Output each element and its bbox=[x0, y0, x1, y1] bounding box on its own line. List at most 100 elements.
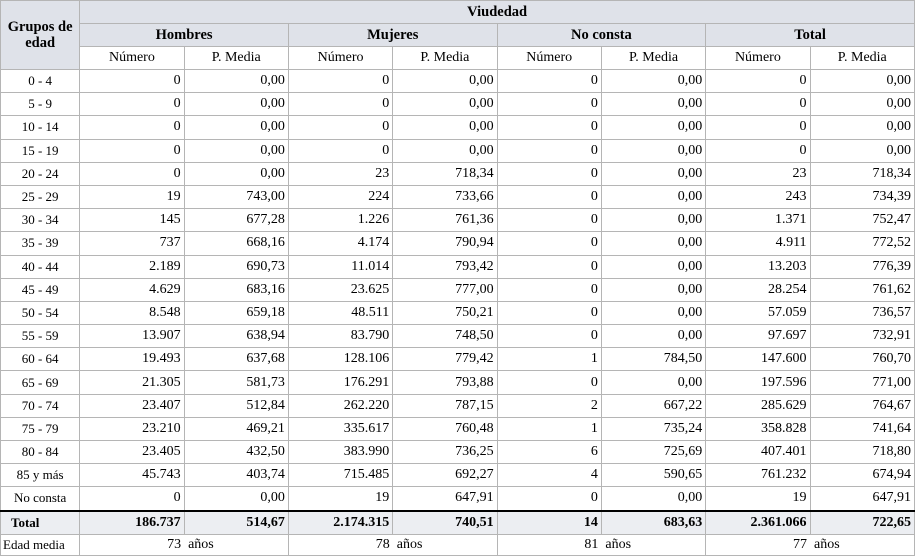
row-label: 10 - 14 bbox=[0, 115, 81, 140]
table-cell: 0,00 bbox=[183, 486, 289, 512]
table-cell: 0 bbox=[496, 300, 602, 326]
table-row: 40 - 44 2.189 690,73 11.014 793,42 0 0,00 13.20… bbox=[0, 254, 915, 279]
row-label: 60 - 64 bbox=[0, 347, 81, 372]
table-cell: 403,74 bbox=[183, 463, 289, 488]
table-row: 80 - 84 23.405 432,50 383.990 736,25 6 725,69 4… bbox=[0, 439, 915, 465]
table-cell: 0 bbox=[496, 208, 602, 233]
table-cell: 8.548 bbox=[79, 300, 185, 326]
table-cell: 335.617 bbox=[287, 416, 394, 442]
table-cell: 28.254 bbox=[705, 277, 811, 302]
row-label: 0 - 4 bbox=[0, 68, 81, 94]
table-cell: 0 bbox=[287, 92, 394, 117]
table-cell: 0,00 bbox=[600, 161, 707, 186]
table-cell: 1 bbox=[496, 347, 602, 372]
table-cell: 4 bbox=[496, 463, 602, 488]
table-cell: 19 bbox=[79, 184, 185, 210]
table-row: 85 y más 45.743 403,74 715.485 692,27 4 590,65… bbox=[0, 463, 915, 488]
table-cell: 718,80 bbox=[809, 439, 915, 465]
table-cell: 358.828 bbox=[705, 416, 811, 442]
table-cell: 0 bbox=[496, 92, 602, 117]
table-row: 75 - 79 23.210 469,21 335.617 760,48 1 735,24 3… bbox=[0, 416, 915, 442]
table-cell: 11.014 bbox=[287, 254, 394, 279]
table-cell: 743,00 bbox=[183, 184, 289, 210]
edad-media-unit: años bbox=[601, 533, 707, 556]
table-cell: 0,00 bbox=[600, 208, 707, 233]
row-label: 70 - 74 bbox=[0, 393, 81, 418]
table-cell: 760,48 bbox=[392, 416, 498, 442]
table-cell: 787,15 bbox=[392, 393, 498, 418]
table-cell: 777,00 bbox=[392, 277, 498, 302]
table-cell: 733,66 bbox=[392, 184, 498, 210]
table-cell: 732,91 bbox=[809, 324, 915, 349]
col-numero: Número bbox=[496, 46, 602, 70]
table-cell: 0,00 bbox=[600, 324, 707, 349]
row-label: 15 - 19 bbox=[0, 138, 81, 163]
table-cell: 668,16 bbox=[183, 231, 289, 256]
table-cell: 0 bbox=[79, 115, 185, 140]
table-row: No consta 0 0,00 19 647,91 0 0,00 19 647,91 bbox=[0, 486, 915, 512]
table-row: 70 - 74 23.407 512,84 262.220 787,15 2 667,22 2… bbox=[0, 393, 915, 418]
section-total: Total bbox=[705, 23, 915, 47]
table-cell: 0 bbox=[496, 370, 602, 395]
table-cell: 736,25 bbox=[392, 439, 498, 465]
table-cell: 674,94 bbox=[809, 463, 915, 488]
col-pmedia: P. Media bbox=[600, 46, 707, 70]
col-pmedia: P. Media bbox=[809, 46, 915, 70]
table-cell: 0,00 bbox=[600, 370, 707, 395]
row-label: No consta bbox=[0, 486, 81, 512]
table-cell: 2.189 bbox=[79, 254, 185, 279]
table-row: 15 - 19 0 0,00 0 0,00 0 0,00 0 0,00 bbox=[0, 138, 915, 163]
edad-media-label: Edad media bbox=[0, 533, 81, 556]
table-cell: 0 bbox=[705, 115, 811, 140]
table-cell: 692,27 bbox=[392, 463, 498, 488]
table-cell: 0,00 bbox=[600, 254, 707, 279]
table-cell: 690,73 bbox=[183, 254, 289, 279]
edad-media-unit: años bbox=[392, 533, 498, 556]
row-label: 85 y más bbox=[0, 463, 81, 488]
table-cell: 13.203 bbox=[705, 254, 811, 279]
table-cell: 0 bbox=[496, 138, 602, 163]
edad-media-value: 81 bbox=[496, 533, 602, 556]
table-row: 20 - 24 0 0,00 23 718,34 0 0,00 23 718,34 bbox=[0, 161, 915, 186]
col-numero: Número bbox=[79, 46, 185, 70]
table-cell: 23.210 bbox=[79, 416, 185, 442]
table-cell: 0,00 bbox=[600, 277, 707, 302]
table-cell: 0 bbox=[496, 231, 602, 256]
table-cell: 23 bbox=[705, 161, 811, 186]
table-cell: 0,00 bbox=[809, 115, 915, 140]
table-cell: 659,18 bbox=[183, 300, 289, 326]
table-cell: 0 bbox=[79, 486, 185, 512]
table-cell: 0,00 bbox=[600, 92, 707, 117]
table-cell: 0 bbox=[705, 138, 811, 163]
table-cell: 0,00 bbox=[600, 138, 707, 163]
table-cell: 407.401 bbox=[705, 439, 811, 465]
table-cell: 0,00 bbox=[392, 92, 498, 117]
table-cell: 725,69 bbox=[600, 439, 707, 465]
col-pmedia: P. Media bbox=[183, 46, 289, 70]
table-cell: 735,24 bbox=[600, 416, 707, 442]
table-cell: 0 bbox=[79, 161, 185, 186]
table-cell: 0 bbox=[496, 324, 602, 349]
table-cell: 772,52 bbox=[809, 231, 915, 256]
table-cell: 224 bbox=[287, 184, 394, 210]
table-cell: 2 bbox=[496, 393, 602, 418]
table-row: 50 - 54 8.548 659,18 48.511 750,21 0 0,00 57.05… bbox=[0, 300, 915, 326]
table-cell: 771,00 bbox=[809, 370, 915, 395]
table-cell: 147.600 bbox=[705, 347, 811, 372]
table-cell: 4.174 bbox=[287, 231, 394, 256]
table-cell: 715.485 bbox=[287, 463, 394, 488]
table-cell: 737 bbox=[79, 231, 185, 256]
table-cell: 23.405 bbox=[79, 439, 185, 465]
row-label: 55 - 59 bbox=[0, 324, 81, 349]
total-label: Total bbox=[0, 509, 81, 535]
table-cell: 19 bbox=[287, 486, 394, 512]
table-cell: 0,00 bbox=[600, 486, 707, 512]
table-cell: 750,21 bbox=[392, 300, 498, 326]
table-cell: 0,00 bbox=[600, 184, 707, 210]
table-cell: 0,00 bbox=[600, 68, 707, 94]
table-cell: 637,68 bbox=[183, 347, 289, 372]
table-cell: 748,50 bbox=[392, 324, 498, 349]
table-cell: 752,47 bbox=[809, 208, 915, 233]
table-cell: 0,00 bbox=[809, 138, 915, 163]
